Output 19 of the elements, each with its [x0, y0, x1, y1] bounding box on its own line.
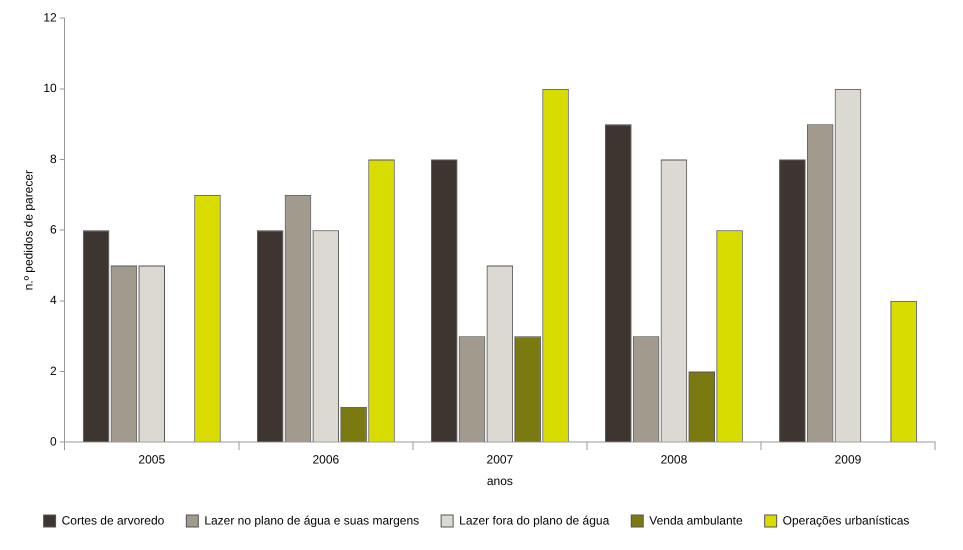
x-axis-title: anos — [486, 474, 513, 488]
y-tick-label: 10 — [43, 81, 58, 96]
legend-label: Cortes de arvoredo — [62, 513, 165, 528]
legend-label: Lazer no plano de água e suas margens — [204, 513, 420, 528]
x-tick-label: 2005 — [138, 452, 166, 467]
y-tick-label: 8 — [50, 152, 58, 166]
x-tick-label: 2006 — [312, 452, 340, 467]
legend-label: Operações urbanísticas — [782, 513, 910, 528]
x-tick-label: 2007 — [486, 452, 514, 467]
y-tick-label: 12 — [43, 10, 58, 25]
y-tick-label: 0 — [50, 434, 58, 449]
y-tick-label: 2 — [50, 364, 58, 378]
y-axis-title: n.º pedidos de parecer — [22, 170, 36, 290]
x-tick-label: 2008 — [660, 452, 688, 467]
legend-label: Lazer fora do plano de água — [459, 513, 610, 528]
y-tick-label: 4 — [50, 293, 58, 308]
y-tick-label: 6 — [50, 222, 58, 237]
legend-label: Venda ambulante — [649, 513, 743, 528]
x-tick-label: 2009 — [834, 452, 862, 467]
